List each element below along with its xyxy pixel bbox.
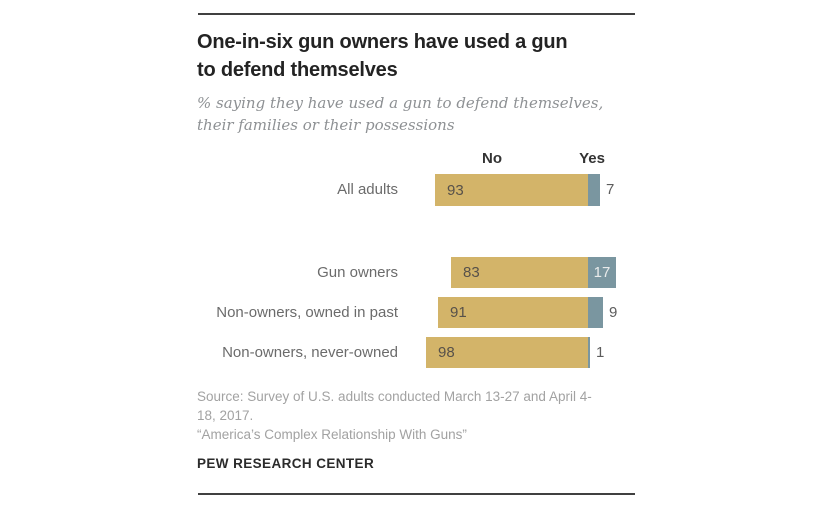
no-value-label: 83 bbox=[463, 264, 480, 281]
no-bar-segment: 93 bbox=[435, 174, 588, 206]
category-label: All adults bbox=[337, 181, 398, 198]
bar-row: Gun owners 83 17 bbox=[0, 257, 839, 288]
yes-value-label: 7 bbox=[606, 181, 615, 198]
chart-subtitle: % saying they have used a gun to defend … bbox=[197, 92, 603, 136]
yes-bar-segment bbox=[588, 174, 600, 206]
column-header-no: No bbox=[482, 150, 502, 167]
chart-title-line-2: to defend themselves bbox=[197, 59, 398, 81]
chart-subtitle-line-1: % saying they have used a gun to defend … bbox=[197, 94, 604, 112]
bar-row: Non-owners, never-owned 98 1 bbox=[0, 337, 839, 368]
pew-research-center-wordmark: PEW RESEARCH CENTER bbox=[197, 456, 375, 471]
category-label: Non-owners, never-owned bbox=[222, 344, 398, 361]
source-line-2: 18, 2017. bbox=[197, 408, 254, 423]
bar-row: Non-owners, owned in past 91 9 bbox=[0, 297, 839, 328]
yes-bar-segment bbox=[588, 297, 603, 328]
yes-bar-segment: 17 bbox=[588, 257, 616, 288]
source-note: Source: Survey of U.S. adults conducted … bbox=[197, 387, 592, 444]
no-bar-segment: 91 bbox=[438, 297, 588, 328]
no-value-label: 93 bbox=[447, 181, 464, 199]
bar-row: All adults 93 7 bbox=[0, 174, 839, 206]
chart-title-line-1: One-in-six gun owners have used a gun bbox=[197, 31, 568, 53]
column-header-yes: Yes bbox=[579, 150, 605, 167]
category-label: Non-owners, owned in past bbox=[216, 304, 398, 321]
no-bar-segment: 83 bbox=[451, 257, 588, 288]
source-line-1: Source: Survey of U.S. adults conducted … bbox=[197, 389, 592, 404]
chart-subtitle-line-2: their families or their possessions bbox=[197, 116, 455, 134]
yes-value-label: 17 bbox=[593, 264, 611, 281]
yes-value-label: 9 bbox=[609, 304, 618, 321]
yes-value-label: 1 bbox=[596, 344, 605, 361]
no-value-label: 91 bbox=[450, 304, 467, 321]
no-value-label: 98 bbox=[438, 344, 455, 361]
bottom-rule bbox=[198, 493, 635, 495]
no-bar-segment: 98 bbox=[426, 337, 588, 368]
category-label: Gun owners bbox=[317, 264, 398, 281]
chart-title: One-in-six gun owners have used a gun to… bbox=[197, 28, 568, 84]
yes-bar-segment bbox=[588, 337, 590, 368]
report-title: “America’s Complex Relationship With Gun… bbox=[197, 427, 467, 442]
top-rule bbox=[198, 13, 635, 15]
